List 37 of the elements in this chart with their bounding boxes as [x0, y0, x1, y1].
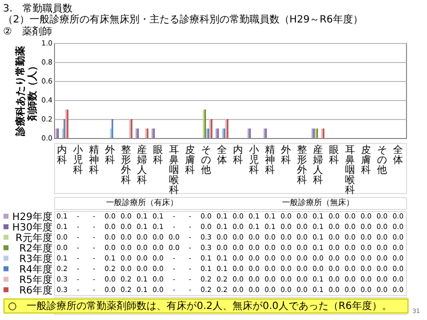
x-tick-label: その他 — [377, 145, 387, 176]
legend-label: R元年度 — [16, 232, 52, 244]
legend-label: R2年度 — [19, 242, 52, 254]
x-tick-label: その他 — [201, 145, 211, 176]
x-tick-label: 全体 — [217, 144, 227, 166]
legend-label: R5年度 — [19, 274, 52, 286]
x-tick-label: 眼科 — [153, 145, 163, 166]
x-tick-label: 外科 — [281, 145, 291, 166]
text: ② 薬剤師 — [3, 26, 52, 38]
x-tick-label: 耳鼻咽喉科 — [169, 145, 179, 196]
legend-label: R4年度 — [19, 263, 52, 276]
text: 一般診療所（無床） — [282, 198, 354, 207]
x-tick-label: 皮膚科 — [185, 144, 195, 176]
x-tick-label: 皮膚科 — [361, 144, 371, 176]
chart-title: 3. 常勤職員数 — [3, 2, 73, 14]
legend-label: R6年度 — [19, 284, 52, 296]
chart-subtitle: （2）一般診療所の有床無床別・主たる診療科別の常勤職員数（H29～R6年度） — [3, 14, 363, 26]
x-tick-label: 小児科 — [73, 144, 83, 176]
x-tick-label: 内科 — [57, 144, 67, 166]
x-tick-label: 精神科 — [89, 144, 99, 176]
x-tick-label: 全体 — [393, 144, 403, 166]
x-tick-label: 精神科 — [265, 144, 275, 176]
legend-label: H30年度 — [12, 221, 52, 234]
text: ○ 一般診療所の常勤薬剤師数は、有床が0.2人、無床が0.0人であった（R6年度）。 — [8, 300, 392, 312]
y-axis-title: 診療科あたり常勤薬剤師数（人） — [14, 46, 38, 137]
x-tick-label: 眼科 — [329, 145, 339, 166]
x-tick-label: 整形外科 — [297, 144, 307, 186]
x-tick-label: 内科 — [233, 144, 243, 166]
x-tick-label: 産婦人科 — [313, 144, 323, 186]
text: 一般診療所（有床） — [106, 198, 178, 207]
x-tick-label: 耳鼻咽喉科 — [345, 145, 355, 196]
x-tick-label: 産婦人科 — [137, 144, 147, 186]
legend-label: R3年度 — [19, 252, 52, 265]
x-tick-label: 外科 — [105, 145, 115, 166]
x-tick-label: 整形外科 — [121, 144, 131, 186]
x-tick-label: 小児科 — [249, 144, 259, 176]
legend-label: H29年度 — [12, 210, 52, 223]
